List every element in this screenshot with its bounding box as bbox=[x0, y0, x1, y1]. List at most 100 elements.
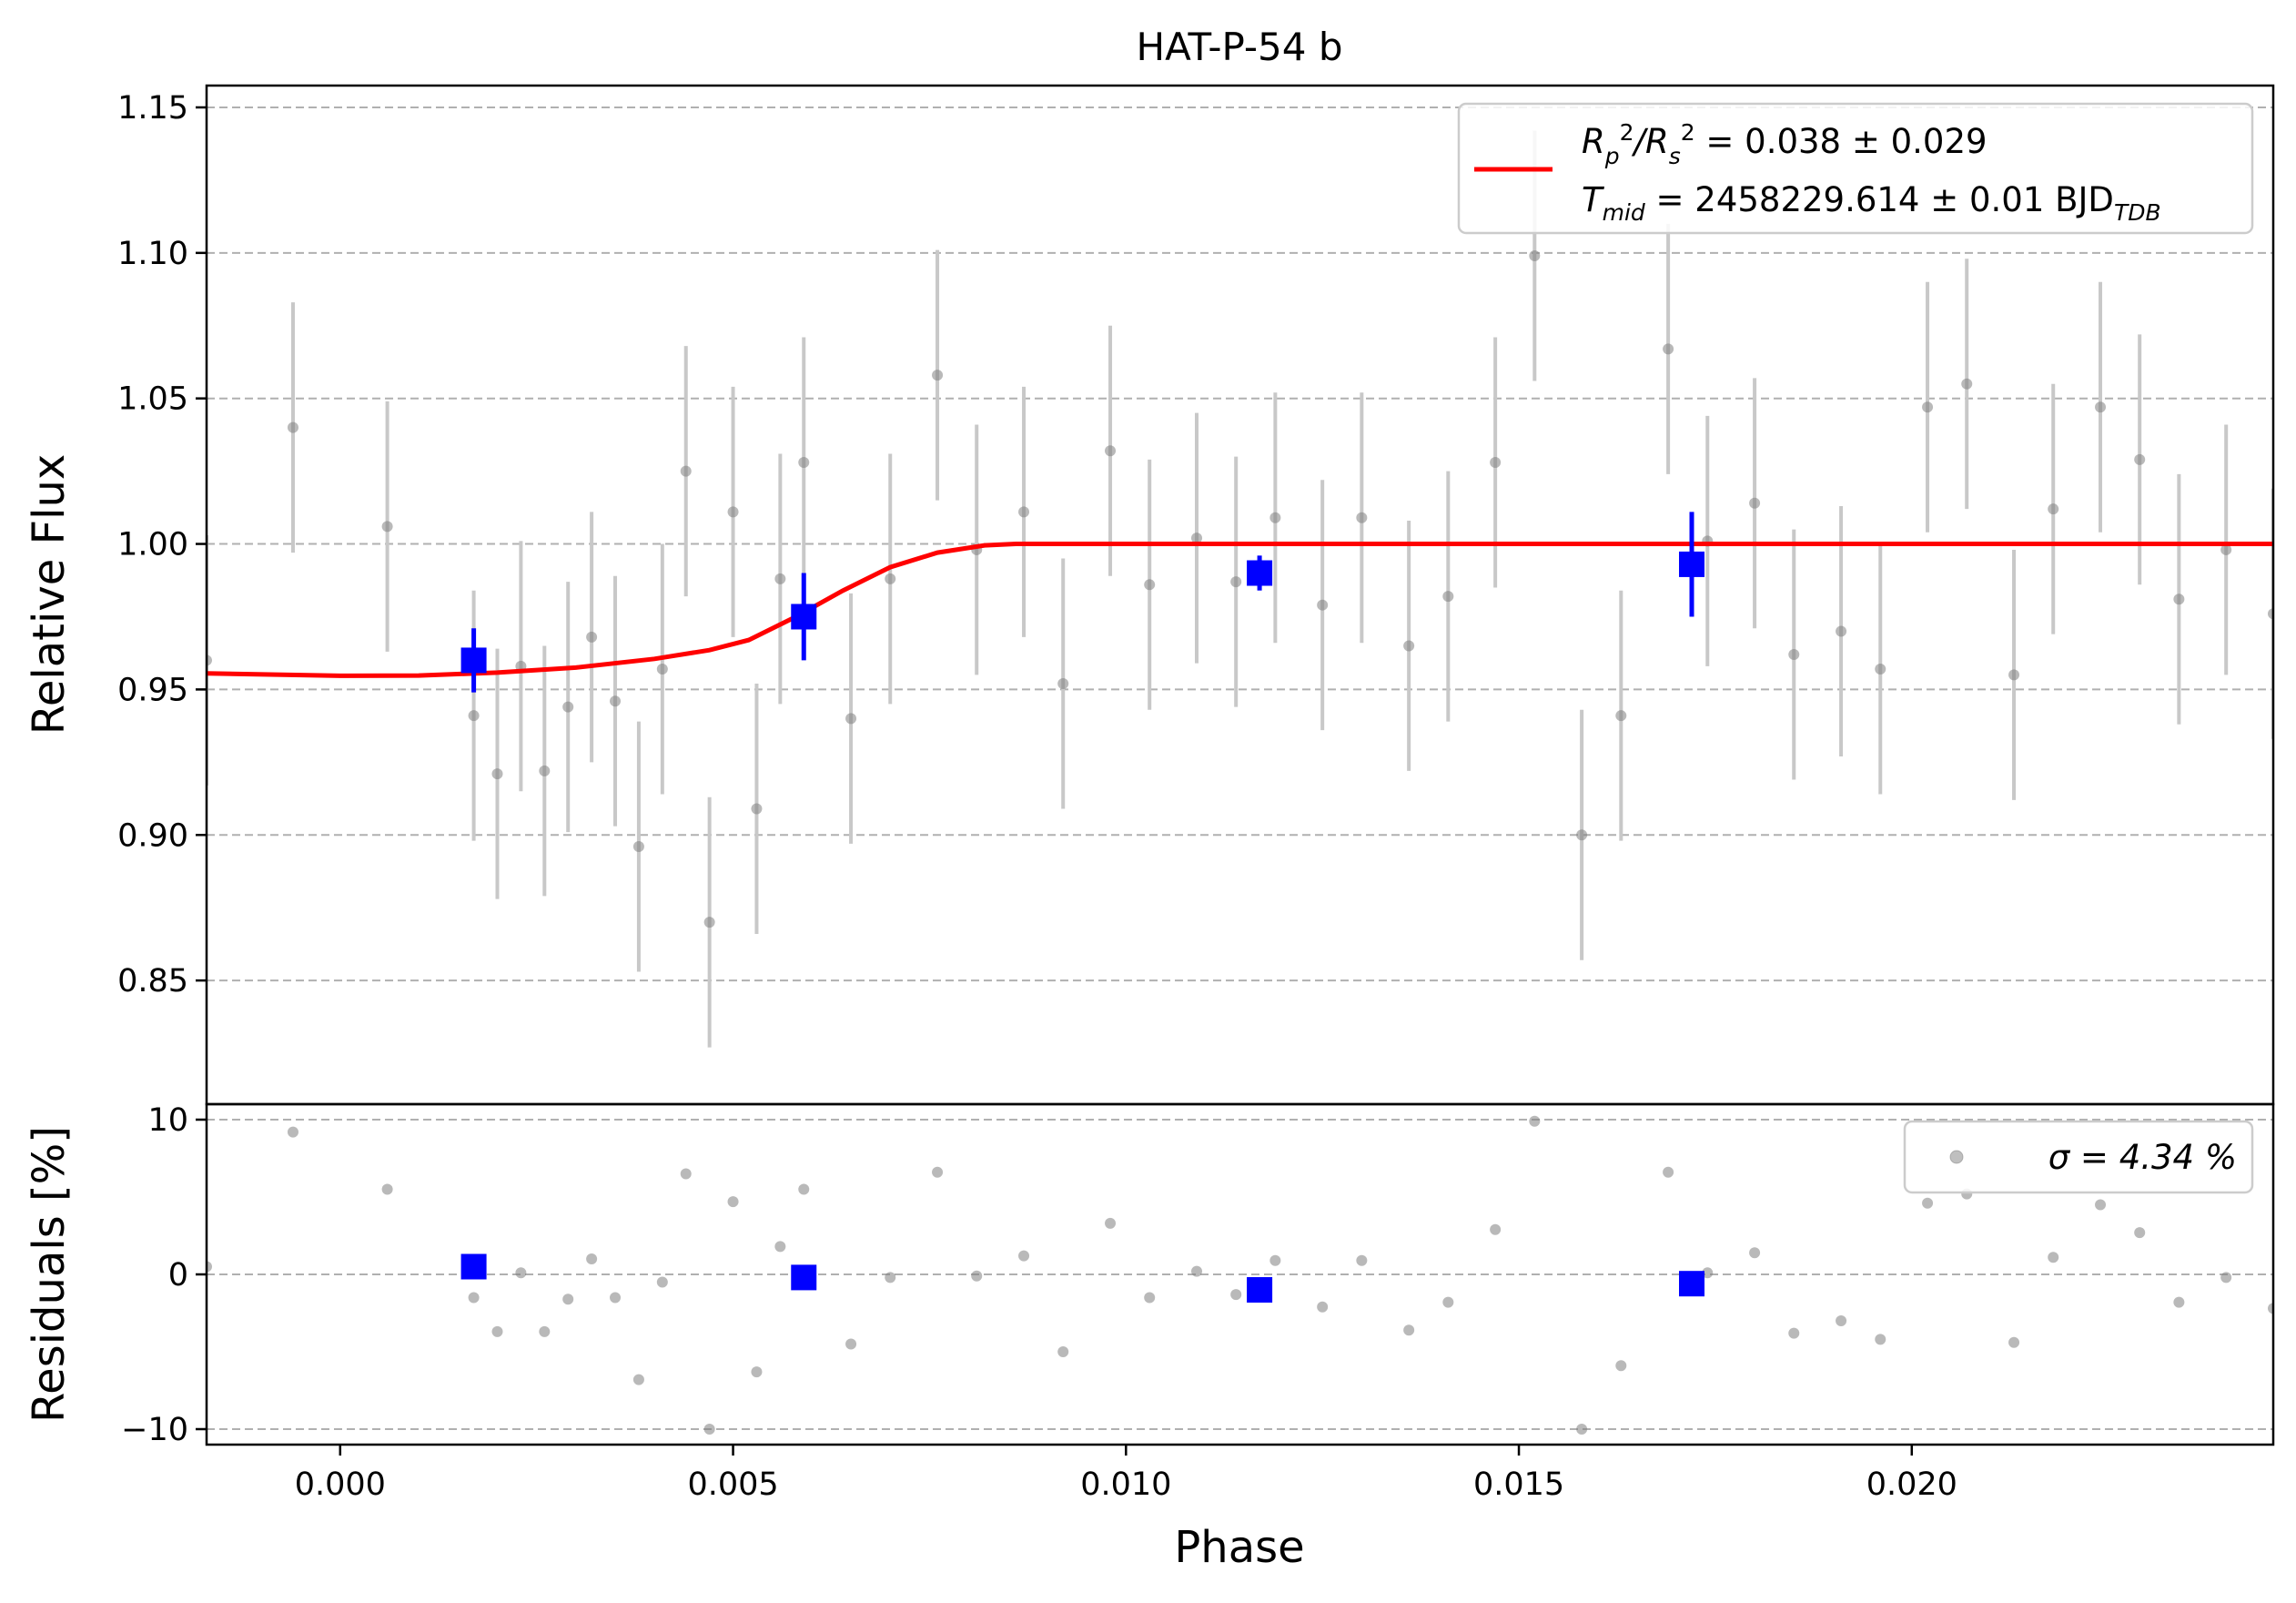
legend-entry-sigma: σ = 4.34 % bbox=[2048, 1138, 2237, 1177]
residual-point bbox=[515, 1267, 527, 1279]
residual-point bbox=[539, 1325, 551, 1337]
data-point bbox=[2268, 608, 2273, 620]
residual-point bbox=[1403, 1324, 1415, 1336]
data-point bbox=[1529, 250, 1541, 262]
residual-point bbox=[2220, 1272, 2232, 1283]
top-legend: Rp2/Rs2 = 0.038 ± 0.029 Tmid = 2458229.6… bbox=[1457, 102, 2254, 235]
residual-point bbox=[703, 1424, 715, 1435]
data-point bbox=[774, 573, 786, 584]
bottom-legend: σ = 4.34 % bbox=[1903, 1120, 2254, 1194]
residual-point bbox=[468, 1292, 480, 1304]
data-point bbox=[885, 573, 896, 584]
top-y-tick-label: 1.15 bbox=[117, 90, 188, 127]
residual-point bbox=[656, 1276, 668, 1288]
data-point bbox=[1749, 497, 1761, 509]
data-point bbox=[632, 841, 644, 853]
bottom-y-ticks: −10 0 10 bbox=[121, 1102, 207, 1448]
data-point bbox=[1922, 401, 1934, 413]
binned-residual-point bbox=[460, 1253, 487, 1280]
residual-point bbox=[798, 1183, 810, 1195]
residual-point bbox=[1663, 1166, 1674, 1178]
residual-point bbox=[2173, 1296, 2185, 1308]
data-point bbox=[1615, 710, 1627, 722]
data-point bbox=[287, 421, 298, 433]
data-point bbox=[1356, 512, 1368, 523]
residual-point bbox=[751, 1366, 763, 1378]
residual-point bbox=[2095, 1199, 2107, 1211]
binned-point bbox=[1679, 551, 1705, 577]
data-point bbox=[562, 701, 574, 713]
residual-point bbox=[1749, 1247, 1761, 1259]
top-panel: 0.85 0.90 0.95 1.00 1.05 1.10 1.15 Relative Fl… bbox=[24, 84, 2275, 1106]
residual-point bbox=[2048, 1252, 2059, 1263]
data-point bbox=[1875, 664, 1886, 675]
top-y-tick-label: 0.85 bbox=[117, 963, 188, 999]
binned-residual-point bbox=[1679, 1271, 1705, 1297]
data-point bbox=[381, 521, 393, 533]
binned-point bbox=[791, 604, 817, 630]
data-point bbox=[1788, 649, 1800, 661]
residual-point bbox=[1269, 1254, 1281, 1266]
data-point bbox=[727, 506, 739, 518]
data-point bbox=[656, 664, 668, 675]
residual-point bbox=[774, 1241, 786, 1253]
x-tick-label: 0.010 bbox=[1080, 1466, 1171, 1503]
residual-point bbox=[1875, 1334, 1886, 1345]
residual-point bbox=[1490, 1223, 1502, 1235]
residual-point bbox=[885, 1272, 896, 1283]
residual-point bbox=[381, 1183, 393, 1195]
residual-point bbox=[1105, 1217, 1117, 1229]
data-point bbox=[1961, 378, 1973, 390]
data-point bbox=[539, 765, 551, 776]
residual-point bbox=[845, 1338, 857, 1350]
model-curve bbox=[207, 542, 2273, 678]
residual-point bbox=[2008, 1336, 2020, 1348]
residual-point bbox=[1529, 1115, 1541, 1127]
data-point bbox=[1576, 829, 1588, 841]
data-point bbox=[2134, 453, 2146, 465]
top-y-ticks: 0.85 0.90 0.95 1.00 1.05 1.10 1.15 bbox=[117, 90, 207, 999]
residual-point bbox=[586, 1253, 598, 1264]
top-axes-frame bbox=[205, 84, 2275, 1106]
data-point bbox=[2095, 401, 2107, 413]
x-axis-label: Phase bbox=[1174, 1522, 1304, 1573]
top-legend-box bbox=[1457, 102, 2254, 235]
data-point bbox=[1490, 457, 1502, 469]
data-point bbox=[491, 768, 503, 780]
residual-point bbox=[562, 1294, 574, 1305]
data-point bbox=[703, 917, 715, 928]
residual-point bbox=[610, 1292, 622, 1304]
top-y-tick-label: 1.00 bbox=[117, 527, 188, 563]
data-point bbox=[610, 695, 622, 707]
data-point bbox=[1269, 512, 1281, 523]
residual-point bbox=[2134, 1227, 2146, 1239]
data-point bbox=[1105, 445, 1117, 457]
top-y-axis-label: Relative Flux bbox=[24, 454, 75, 736]
binned-points bbox=[460, 512, 1705, 693]
residual-point bbox=[632, 1374, 644, 1385]
data-point bbox=[1057, 678, 1069, 690]
residual-point bbox=[1788, 1327, 1800, 1339]
data-point bbox=[680, 465, 692, 477]
data-point bbox=[1018, 506, 1030, 518]
residual-point bbox=[1057, 1346, 1069, 1357]
data-point bbox=[1403, 640, 1415, 652]
data-point bbox=[798, 457, 810, 469]
data-point bbox=[845, 713, 857, 725]
x-tick-label: 0.000 bbox=[295, 1466, 386, 1503]
data-point bbox=[1191, 533, 1203, 544]
residual-point bbox=[727, 1196, 739, 1208]
bottom-panel: −10 0 10 Residuals [%] σ = 4.34 % bbox=[24, 1102, 2275, 1448]
bottom-y-axis-label: Residuals [%] bbox=[24, 1126, 75, 1423]
data-point bbox=[2008, 669, 2020, 681]
data-point bbox=[468, 710, 480, 722]
top-y-tick-label: 0.95 bbox=[117, 672, 188, 708]
residual-point bbox=[1356, 1254, 1368, 1266]
residual-point bbox=[1018, 1250, 1030, 1262]
residual-point bbox=[1317, 1301, 1329, 1313]
binned-point bbox=[1247, 560, 1273, 586]
residual-point bbox=[1144, 1292, 1156, 1304]
bottom-y-tick-label: −10 bbox=[121, 1412, 188, 1448]
data-point bbox=[2048, 503, 2059, 515]
